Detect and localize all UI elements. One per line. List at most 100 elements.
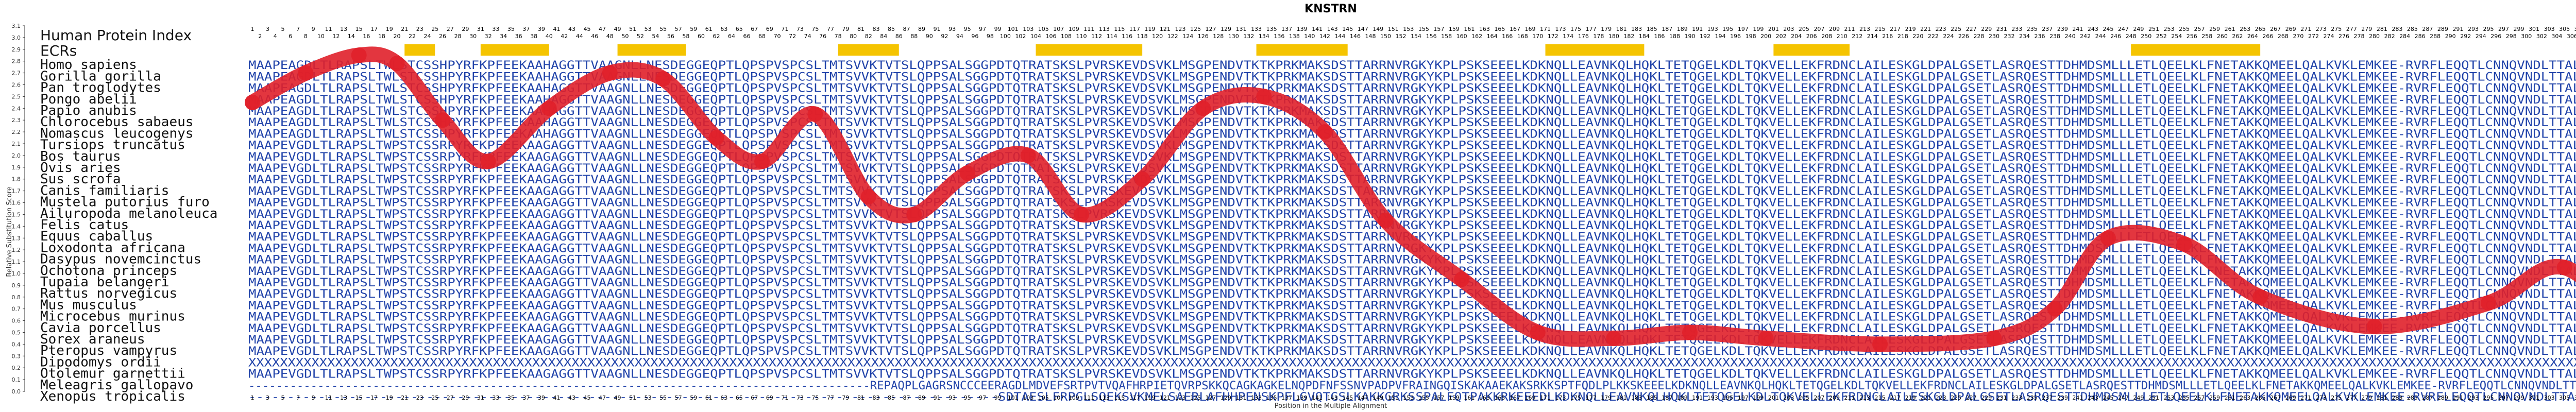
curve-point: [807, 106, 823, 122]
alignment-position-tick: 259: [2209, 394, 2220, 401]
protein-index-tick: 222: [1928, 33, 1939, 40]
protein-index-tick: 194: [1715, 33, 1726, 40]
curve-point: [1020, 147, 1036, 163]
curve-point: [1074, 207, 1090, 222]
y-tick-label: 3.1: [12, 23, 21, 29]
alignment-position-tick: 21: [401, 394, 408, 401]
alignment-position-tick: 117: [1129, 394, 1140, 401]
sequence-row: MAAPEVGDLTLRAPSLTWPSTCSSRPYRFKPFEEKAAGAG…: [248, 322, 2576, 335]
protein-index-tick: 53: [645, 26, 652, 32]
protein-index-tick: 120: [1152, 33, 1163, 40]
alignment-position-tick: 69: [766, 394, 773, 401]
protein-index-tick: 24: [424, 33, 431, 40]
alignment-position-tick: 109: [1069, 394, 1079, 401]
protein-index-tick: 178: [1593, 33, 1604, 40]
protein-index-tick: 230: [1989, 33, 1999, 40]
protein-index-tick: 151: [1388, 26, 1399, 32]
protein-index-tick: 198: [1745, 33, 1756, 40]
protein-index-tick: 60: [698, 33, 705, 40]
alignment-position-tick: 201: [1768, 394, 1779, 401]
curve-point: [602, 65, 618, 81]
curve-point: [959, 165, 975, 181]
species-label: Ailuropoda melanoleuca: [40, 206, 217, 221]
alignment-position-tick: 205: [1799, 394, 1809, 401]
curve-point: [2481, 295, 2496, 311]
curve-point: [1986, 330, 2002, 346]
curve-point: [1606, 330, 1622, 346]
species-label: Mus musculus: [40, 297, 137, 313]
alignment-position-tick: 57: [675, 394, 682, 401]
species-label: Equus caballus: [40, 229, 153, 244]
alignment-position-tick: 137: [1281, 394, 1292, 401]
sequence-row: MAAPEVGDLTLRAPSLTWPSTCSSRPYRFKPFEEKAAGAG…: [248, 140, 2576, 152]
curve-point: [2176, 236, 2192, 252]
protein-index-tick: 74: [804, 33, 811, 40]
ecr-bar: [617, 44, 686, 56]
alignment-position-tick: 291: [2452, 394, 2463, 401]
curve-point: [389, 56, 405, 72]
alignment-position-tick: 153: [1403, 394, 1414, 401]
alignment-position-tick: 13: [340, 394, 347, 401]
protein-index-tick: 264: [2247, 33, 2258, 40]
alignment-position-tick: 215: [1875, 394, 1886, 401]
y-tick-label: 2.5: [12, 93, 21, 100]
ecr-bar: [404, 44, 435, 56]
alignment-position-tick: 27: [447, 394, 454, 401]
protein-index-tick: 280: [2369, 33, 2380, 40]
alignment-position-tick: 275: [2331, 394, 2342, 401]
protein-index-tick: 161: [1464, 26, 1475, 32]
protein-index-tick: 113: [1099, 26, 1110, 32]
y-tick-label: 0.8: [12, 294, 21, 301]
protein-index-tick: 137: [1281, 26, 1292, 32]
protein-index-tick: 102: [1015, 33, 1026, 40]
protein-index-tick: 31: [477, 26, 484, 32]
alignment-position-tick: 193: [1707, 394, 1718, 401]
protein-index-tick: 126: [1198, 33, 1209, 40]
protein-index-tick: 103: [1023, 26, 1033, 32]
x-axis-label: Position in the Multiple Alignment: [1275, 402, 1387, 410]
protein-index-tick: 159: [1449, 26, 1460, 32]
protein-index-tick: 141: [1312, 26, 1323, 32]
protein-index-tick: 88: [910, 33, 918, 40]
protein-index-tick: 277: [2346, 26, 2357, 32]
protein-index-tick: 30: [469, 33, 477, 40]
protein-index-tick: 27: [447, 26, 454, 32]
protein-index-tick: 6: [289, 33, 292, 40]
alignment-position-tick: 191: [1692, 394, 1703, 401]
substitution-curve: [245, 46, 2576, 352]
curve-point: [245, 94, 260, 110]
protein-index-tick: 176: [1578, 33, 1589, 40]
protein-index-tick: 240: [2065, 33, 2076, 40]
protein-index-tick: 157: [1433, 26, 1444, 32]
protein-index-tick: 73: [796, 26, 804, 32]
y-tick-label: 1.9: [12, 164, 21, 171]
protein-index-tick: 49: [614, 26, 621, 32]
alignment-position-tick: 219: [1905, 394, 1916, 401]
protein-index-tick: 267: [2270, 26, 2281, 32]
alignment-position-tick: 225: [1951, 394, 1961, 401]
species-label: Dasypus novemcinctus: [40, 252, 201, 267]
alignment-position-tick: 33: [492, 394, 499, 401]
y-tick-label: 1.5: [12, 211, 21, 218]
protein-index-tick: 247: [2118, 26, 2129, 32]
sequence-row: MAAPEVGDLTLRAPSLTWPSTCSSRPYRFKPFEEKAAGAG…: [248, 162, 2576, 175]
protein-index-tick: 130: [1228, 33, 1239, 40]
protein-index-tick: 83: [872, 26, 879, 32]
protein-index-tick: 269: [2285, 26, 2296, 32]
protein-index-tick: 251: [2148, 26, 2159, 32]
sequence-row: MAAPEVGDLTLRAPSLTWPSTCSSRPYRFKPFEEKAAGAG…: [248, 219, 2576, 232]
alignment-position-tick: 199: [1753, 394, 1764, 401]
protein-index-tick: 89: [918, 26, 925, 32]
protein-index-tick: 149: [1372, 26, 1383, 32]
protein-index-tick: 245: [2103, 26, 2113, 32]
alignment-position-tick: 305: [2559, 394, 2570, 401]
alignment-position-tick: 271: [2300, 394, 2311, 401]
protein-index-tick: 238: [2049, 33, 2060, 40]
protein-index-tick: 279: [2361, 26, 2372, 32]
protein-index-tick: 125: [1190, 26, 1201, 32]
protein-index-tick: 225: [1951, 26, 1961, 32]
alignment-position-tick: 123: [1175, 394, 1185, 401]
species-label: Bos taurus: [40, 149, 121, 164]
protein-index-tick: 263: [2240, 26, 2250, 32]
protein-index-tick: 1: [251, 26, 255, 32]
